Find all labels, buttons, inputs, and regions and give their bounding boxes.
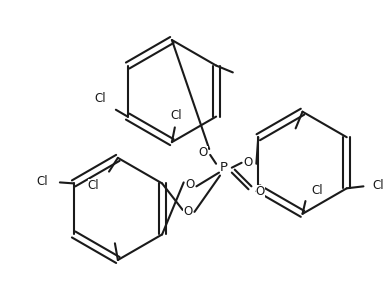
Text: Cl: Cl [36, 175, 48, 188]
Text: O: O [244, 156, 253, 169]
Text: Cl: Cl [311, 184, 323, 197]
Text: Cl: Cl [372, 179, 384, 192]
Text: Cl: Cl [94, 92, 106, 105]
Text: Cl: Cl [88, 179, 99, 192]
Text: P: P [220, 161, 228, 174]
Text: O: O [185, 178, 194, 191]
Text: O: O [199, 146, 208, 159]
Text: O: O [256, 185, 265, 198]
Text: Cl: Cl [170, 109, 182, 122]
Text: O: O [183, 206, 192, 218]
